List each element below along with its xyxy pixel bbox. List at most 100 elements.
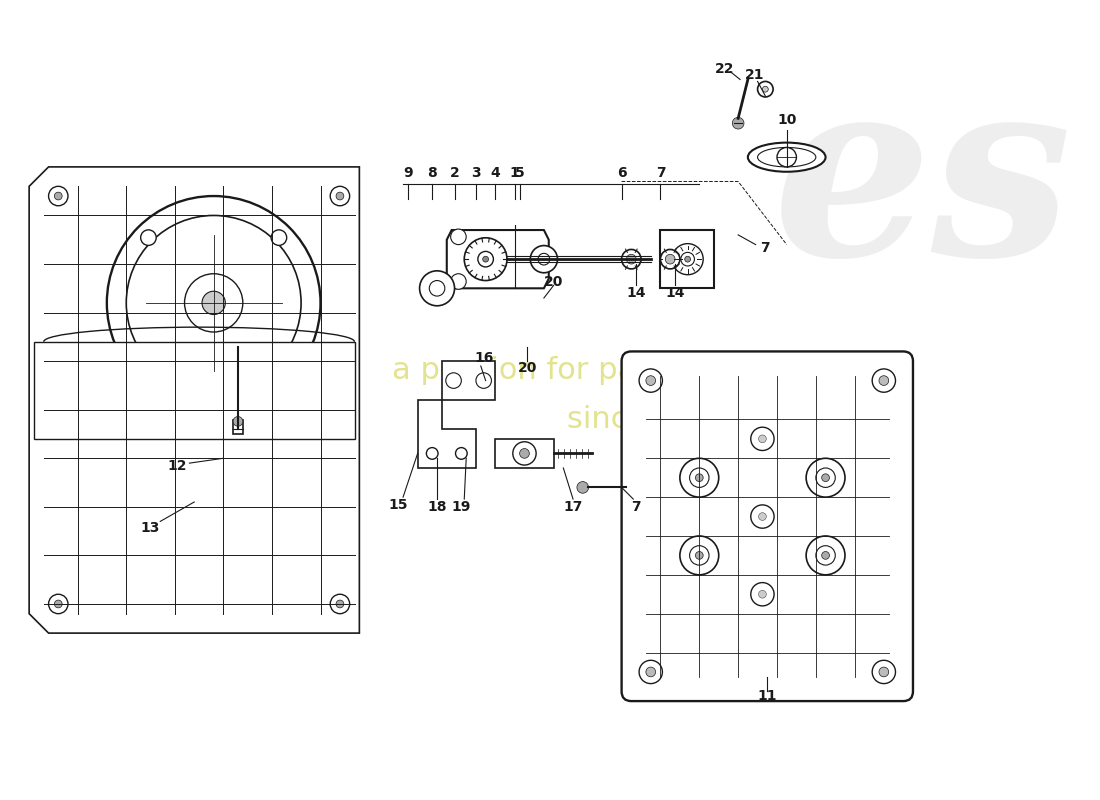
- Circle shape: [54, 192, 63, 200]
- Text: since 1985: since 1985: [568, 405, 734, 434]
- Circle shape: [672, 244, 703, 274]
- Text: 10: 10: [777, 114, 796, 127]
- Circle shape: [48, 594, 68, 614]
- Text: 16: 16: [474, 351, 494, 366]
- Circle shape: [455, 447, 468, 459]
- Circle shape: [639, 660, 662, 684]
- Circle shape: [879, 667, 889, 677]
- Circle shape: [759, 590, 767, 598]
- Circle shape: [777, 147, 796, 167]
- Text: a passion for parts: a passion for parts: [392, 356, 676, 386]
- Circle shape: [872, 369, 895, 392]
- Circle shape: [816, 546, 835, 565]
- Circle shape: [202, 291, 226, 314]
- FancyBboxPatch shape: [621, 351, 913, 701]
- Circle shape: [690, 468, 710, 487]
- Circle shape: [879, 376, 889, 386]
- Circle shape: [751, 427, 774, 450]
- Circle shape: [660, 250, 680, 269]
- Circle shape: [107, 196, 320, 410]
- Circle shape: [271, 230, 287, 246]
- Circle shape: [680, 536, 718, 575]
- Circle shape: [646, 376, 656, 386]
- Circle shape: [483, 256, 488, 262]
- Polygon shape: [447, 230, 549, 288]
- Circle shape: [446, 373, 461, 388]
- Text: 2: 2: [450, 166, 460, 180]
- Circle shape: [690, 546, 710, 565]
- Circle shape: [454, 233, 462, 241]
- Circle shape: [233, 417, 243, 426]
- Polygon shape: [29, 167, 360, 633]
- Circle shape: [639, 369, 662, 392]
- Circle shape: [337, 192, 344, 200]
- Text: 7: 7: [631, 500, 641, 514]
- Circle shape: [141, 230, 156, 246]
- Circle shape: [822, 474, 829, 482]
- Text: 13: 13: [141, 522, 161, 535]
- Circle shape: [330, 594, 350, 614]
- Text: 15: 15: [388, 498, 408, 512]
- Bar: [495, 439, 553, 468]
- Bar: [660, 230, 714, 288]
- Text: 1: 1: [510, 166, 519, 180]
- Text: 11: 11: [758, 690, 777, 703]
- Circle shape: [141, 360, 156, 376]
- Text: 4: 4: [491, 166, 501, 180]
- Circle shape: [464, 238, 507, 281]
- Text: 6: 6: [617, 166, 626, 180]
- Circle shape: [427, 447, 438, 459]
- Text: 5: 5: [515, 166, 525, 180]
- Circle shape: [519, 449, 529, 458]
- Circle shape: [822, 551, 829, 559]
- Text: 21: 21: [745, 68, 764, 82]
- Circle shape: [451, 274, 466, 290]
- Text: 18: 18: [427, 500, 447, 514]
- Circle shape: [762, 86, 768, 92]
- Text: 22: 22: [715, 62, 735, 76]
- Text: 20: 20: [518, 361, 537, 375]
- Circle shape: [477, 251, 494, 267]
- Circle shape: [872, 660, 895, 684]
- Text: 14: 14: [666, 286, 685, 300]
- Text: 19: 19: [452, 500, 471, 514]
- Text: es: es: [773, 65, 1072, 307]
- Ellipse shape: [748, 142, 826, 172]
- Circle shape: [429, 281, 444, 296]
- Circle shape: [454, 278, 462, 286]
- Circle shape: [530, 246, 558, 273]
- Circle shape: [576, 482, 588, 494]
- Text: 14: 14: [626, 286, 646, 300]
- Ellipse shape: [758, 147, 816, 167]
- Circle shape: [695, 551, 703, 559]
- Text: 17: 17: [563, 500, 583, 514]
- Text: 7: 7: [760, 241, 770, 254]
- Circle shape: [451, 229, 466, 245]
- Circle shape: [751, 582, 774, 606]
- Circle shape: [513, 442, 536, 465]
- Circle shape: [337, 600, 344, 608]
- Circle shape: [666, 254, 675, 264]
- Circle shape: [680, 458, 718, 497]
- Circle shape: [621, 250, 641, 269]
- Circle shape: [48, 186, 68, 206]
- Circle shape: [538, 254, 550, 265]
- Circle shape: [684, 256, 691, 262]
- Polygon shape: [418, 400, 476, 468]
- Circle shape: [806, 458, 845, 497]
- Text: 3: 3: [471, 166, 481, 180]
- Circle shape: [695, 474, 703, 482]
- Text: 20: 20: [543, 274, 563, 289]
- Polygon shape: [442, 361, 495, 400]
- Text: 9: 9: [403, 166, 412, 180]
- Circle shape: [751, 505, 774, 528]
- Circle shape: [758, 82, 773, 97]
- Circle shape: [330, 186, 350, 206]
- Circle shape: [759, 435, 767, 442]
- Text: 7: 7: [656, 166, 666, 180]
- Circle shape: [126, 215, 301, 390]
- Circle shape: [806, 536, 845, 575]
- Bar: [34, 342, 354, 439]
- Circle shape: [476, 373, 492, 388]
- Circle shape: [816, 468, 835, 487]
